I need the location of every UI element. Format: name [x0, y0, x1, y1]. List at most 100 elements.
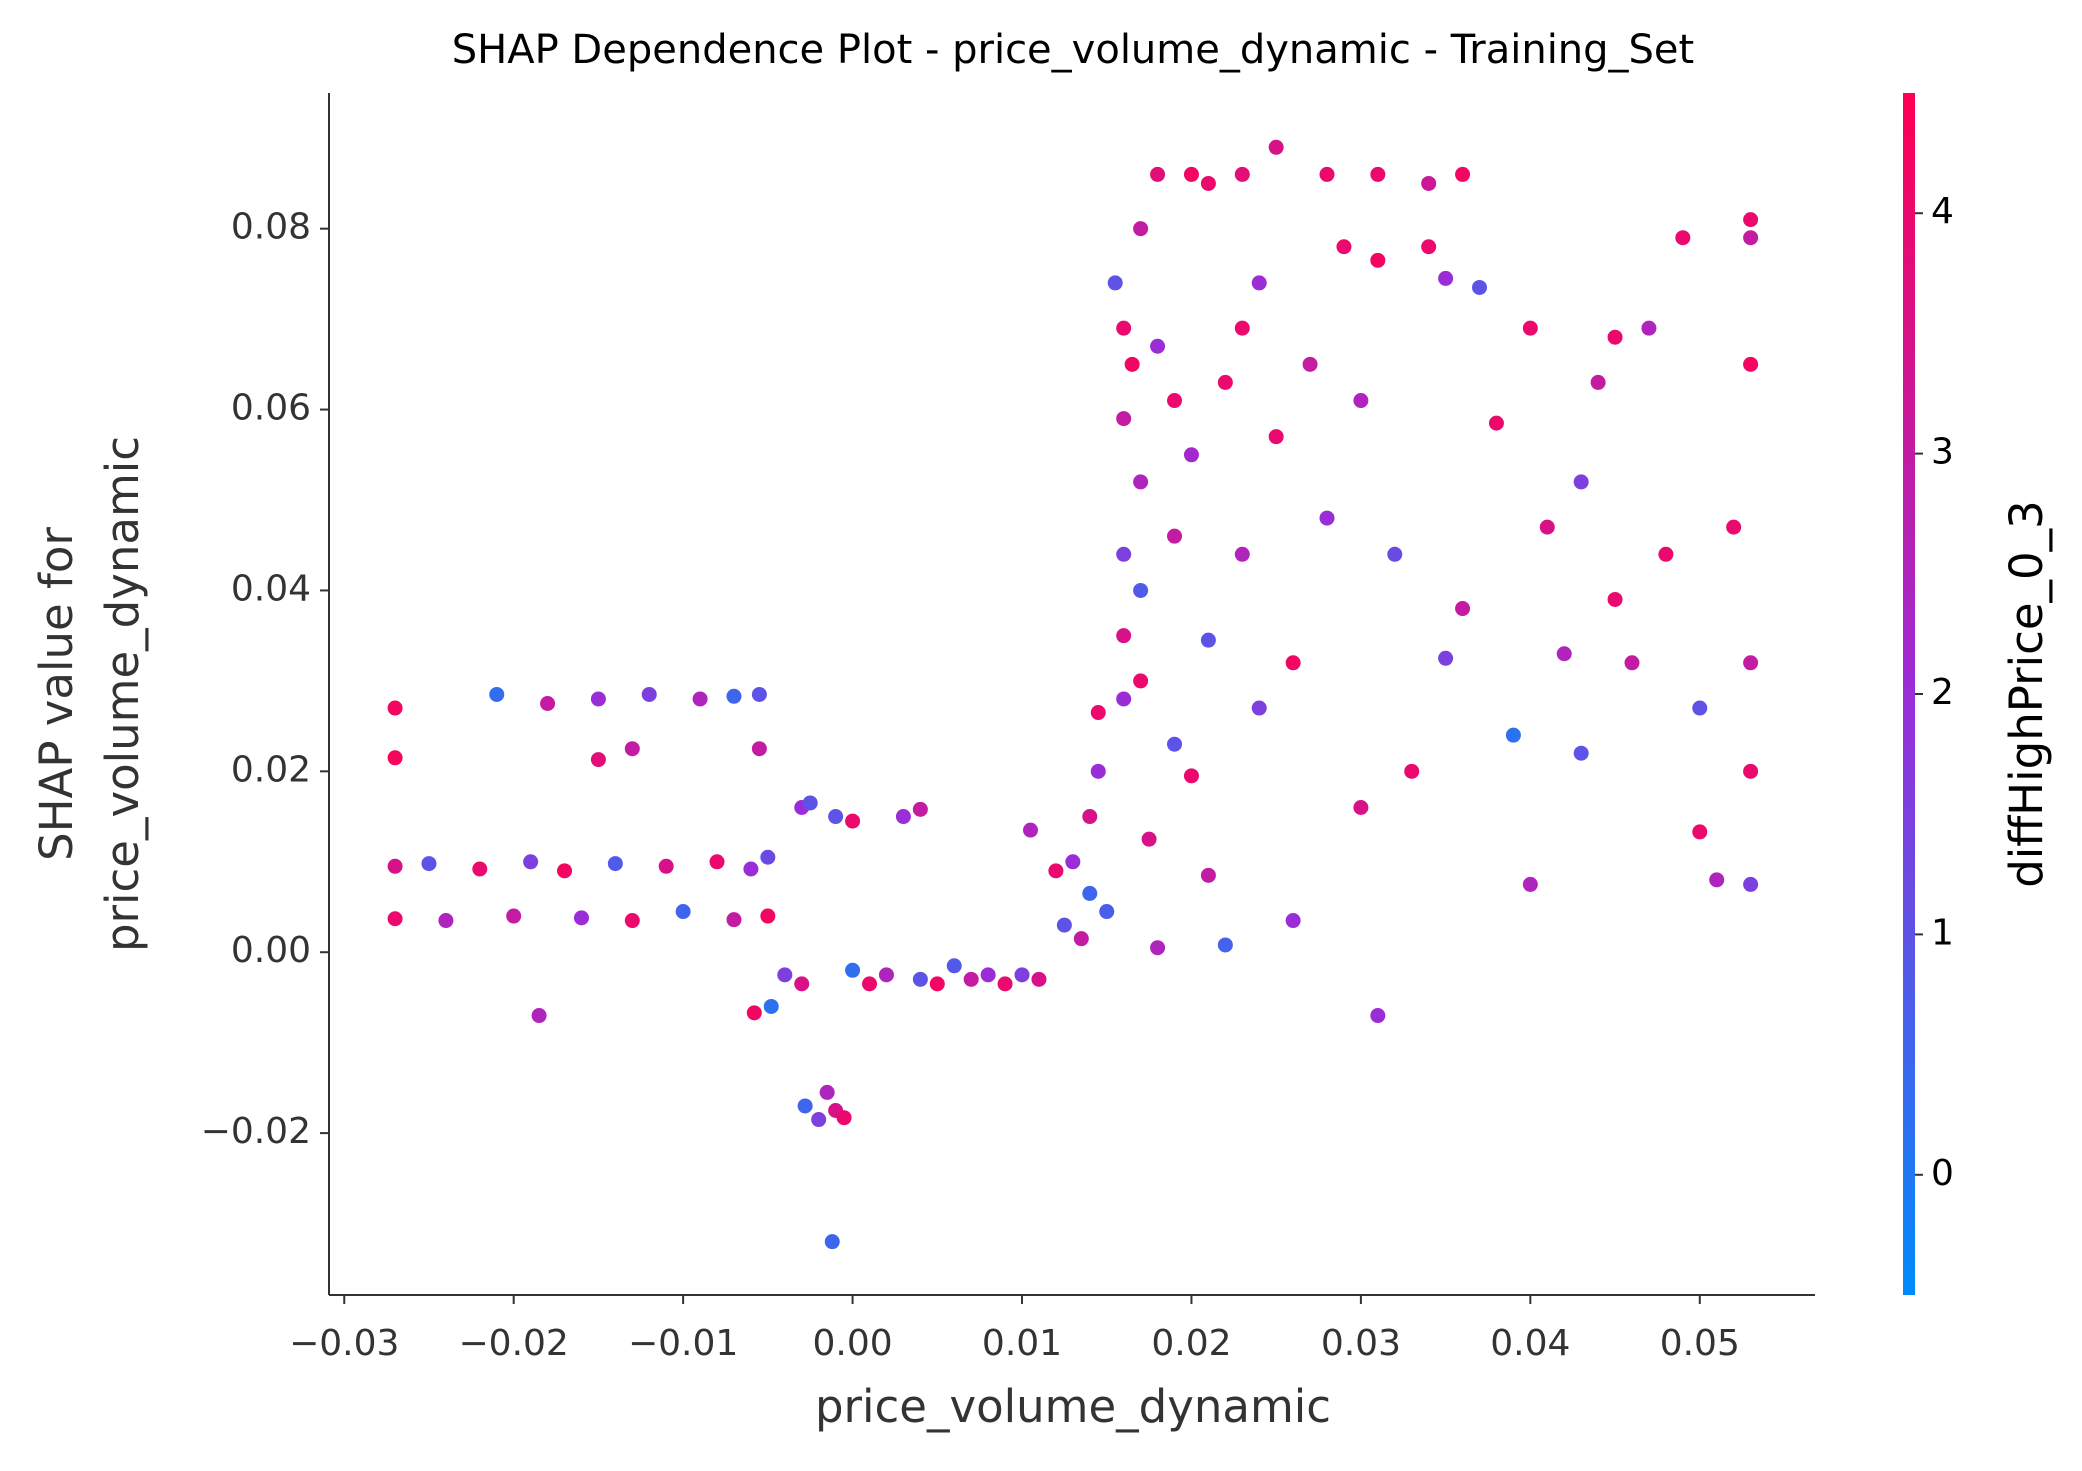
point — [1488, 415, 1504, 431]
point — [845, 813, 861, 829]
point — [1200, 632, 1216, 648]
point — [726, 912, 742, 928]
point — [1217, 374, 1233, 390]
point — [1217, 937, 1233, 953]
point — [387, 858, 403, 874]
point — [1658, 546, 1674, 562]
point — [1167, 736, 1183, 752]
y-tick-label: 0.00 — [231, 930, 311, 971]
point — [658, 858, 674, 874]
point — [1302, 356, 1318, 372]
point — [760, 908, 776, 924]
point — [1387, 546, 1403, 562]
point — [1268, 429, 1284, 445]
point — [1116, 320, 1132, 336]
point — [1370, 166, 1386, 182]
point — [1167, 528, 1183, 544]
point — [802, 795, 818, 811]
point — [1022, 822, 1038, 838]
y-axis-label: price_volume_dynamic — [96, 436, 149, 952]
point — [912, 971, 928, 987]
point — [1150, 940, 1166, 956]
point — [531, 1008, 547, 1024]
point — [1455, 166, 1471, 182]
point — [1014, 967, 1030, 983]
y-axis-label: SHAP value for — [30, 527, 83, 861]
point — [912, 801, 928, 817]
point — [1251, 275, 1267, 291]
colorbar-tick-label: 1 — [1931, 912, 1954, 953]
x-tick-label: −0.02 — [459, 1323, 569, 1364]
point — [1336, 239, 1352, 255]
point — [438, 913, 454, 929]
point — [1065, 854, 1081, 870]
point — [746, 1005, 762, 1021]
point — [1438, 270, 1454, 286]
point — [1455, 601, 1471, 617]
point — [387, 700, 403, 716]
point — [1251, 700, 1267, 716]
point — [1116, 546, 1132, 562]
point — [1624, 655, 1640, 671]
point — [811, 1112, 827, 1128]
point — [1522, 320, 1538, 336]
colorbar-tick-label: 0 — [1931, 1153, 1954, 1194]
point — [573, 910, 589, 926]
point — [607, 856, 623, 872]
point — [1099, 904, 1115, 920]
point — [1505, 727, 1521, 743]
x-tick-label: 0.01 — [982, 1323, 1062, 1364]
point — [1641, 320, 1657, 336]
point — [557, 863, 573, 879]
point — [1743, 763, 1759, 779]
point — [641, 686, 657, 702]
colorbar-label: diffHighPrice_0_3 — [2000, 500, 2053, 888]
point — [997, 976, 1013, 992]
point — [590, 752, 606, 768]
point — [1556, 646, 1572, 662]
point — [797, 1098, 813, 1114]
point — [472, 861, 488, 877]
point — [692, 691, 708, 707]
point — [1522, 876, 1538, 892]
point — [1285, 655, 1301, 671]
points — [387, 139, 1759, 1250]
point — [1133, 221, 1149, 237]
point — [824, 1234, 840, 1250]
point — [1590, 374, 1606, 390]
point — [1421, 175, 1437, 191]
point — [1743, 212, 1759, 228]
x-tick-label: 0.04 — [1490, 1323, 1570, 1364]
point — [1031, 971, 1047, 987]
point — [1056, 917, 1072, 933]
point — [523, 854, 539, 870]
point — [1183, 447, 1199, 463]
point — [1200, 175, 1216, 191]
point — [1353, 800, 1369, 816]
point — [1743, 655, 1759, 671]
point — [895, 809, 911, 825]
x-axis-label: price_volume_dynamic — [815, 1380, 1331, 1433]
y-tick-label: 0.06 — [231, 388, 311, 429]
point — [675, 904, 691, 920]
point — [946, 958, 962, 974]
point — [794, 976, 810, 992]
colorbar-tick-label: 2 — [1931, 672, 1954, 713]
point — [1472, 279, 1488, 295]
point — [1150, 338, 1166, 354]
x-tick-label: 0.02 — [1151, 1323, 1231, 1364]
point — [1234, 546, 1250, 562]
point — [590, 691, 606, 707]
point — [1370, 252, 1386, 268]
y-tick-label: 0.08 — [231, 207, 311, 248]
point — [1319, 166, 1335, 182]
point — [726, 688, 742, 704]
point — [1090, 705, 1106, 721]
point — [489, 686, 505, 702]
point — [1124, 356, 1140, 372]
point — [1268, 139, 1284, 155]
point — [1539, 519, 1555, 535]
point — [1116, 628, 1132, 644]
point — [1183, 768, 1199, 784]
